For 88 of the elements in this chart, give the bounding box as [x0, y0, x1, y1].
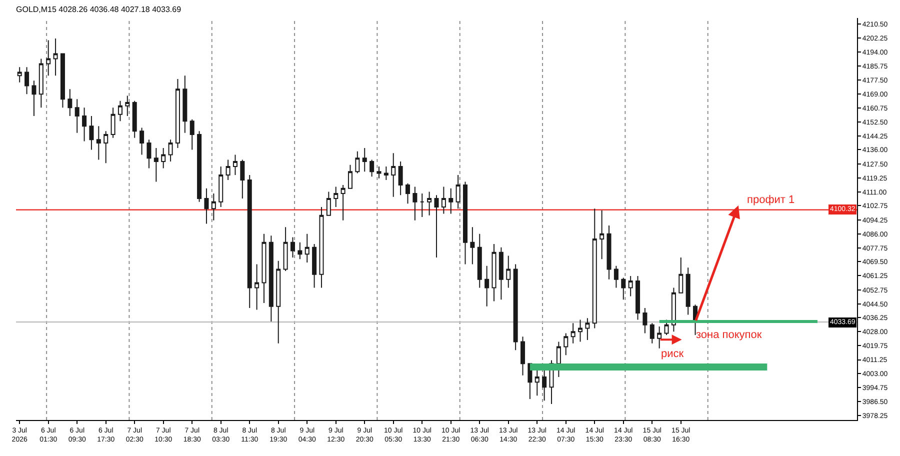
candlestick — [578, 319, 583, 342]
candlestick — [262, 233, 266, 304]
candlestick — [53, 38, 58, 76]
candlestick — [38, 58, 44, 108]
annotation: зона покупок — [696, 329, 762, 341]
candlestick — [391, 152, 396, 198]
candlestick — [161, 148, 166, 169]
candlestick — [104, 130, 108, 164]
annotation: риск — [661, 348, 684, 360]
candlestick — [362, 148, 367, 172]
candlestick — [657, 326, 662, 349]
candlestick — [556, 341, 561, 378]
candlestick — [182, 75, 188, 134]
candlestick — [570, 322, 576, 344]
candlestick — [140, 127, 144, 156]
candlestick — [326, 191, 331, 216]
candlestick — [197, 130, 202, 202]
candlestick — [420, 192, 424, 218]
candlestick — [204, 188, 209, 224]
candlestick — [232, 154, 238, 176]
candlestick — [398, 160, 403, 196]
candlestick — [290, 236, 295, 258]
candlestick — [370, 159, 374, 178]
candlestick — [412, 186, 418, 221]
candlestick — [283, 226, 288, 272]
candlestick — [448, 188, 454, 214]
candlestick — [118, 100, 122, 122]
candlestick — [534, 368, 540, 396]
candlestick — [60, 53, 65, 108]
candlestick — [298, 242, 302, 260]
candlestick — [74, 98, 80, 134]
candlestick — [132, 100, 137, 138]
candlestick — [477, 233, 482, 288]
candlestick — [355, 150, 360, 174]
candlestick — [175, 78, 180, 149]
candlestick — [470, 226, 475, 265]
annotation: профит 1 — [747, 194, 795, 206]
candlestick — [606, 224, 612, 280]
candlestick — [89, 116, 94, 150]
candlestick — [492, 244, 496, 302]
candlestick — [427, 191, 432, 216]
chart-title: GOLD,M15 4028.26 4036.48 4027.18 4033.69 — [16, 4, 182, 14]
candlestick — [276, 260, 281, 344]
candlestick — [312, 244, 317, 288]
candlestick — [24, 66, 30, 95]
candlestick — [650, 322, 654, 344]
candlestick — [319, 206, 324, 288]
candlestick — [384, 166, 388, 181]
candlestick — [484, 265, 490, 307]
candlestick — [146, 139, 152, 169]
candlestick — [168, 139, 173, 162]
candlestick — [32, 80, 36, 117]
candlestick — [190, 118, 194, 150]
candlestick — [17, 66, 22, 83]
candlestick — [506, 255, 511, 288]
candlestick — [268, 235, 274, 322]
candlestick — [218, 166, 224, 208]
candlestick — [154, 148, 158, 182]
candlestick — [614, 265, 618, 288]
candlestick — [498, 246, 504, 300]
candlestick — [686, 267, 690, 316]
candlestick — [671, 287, 676, 332]
candlestick — [513, 264, 518, 351]
candlestick — [304, 233, 310, 264]
candlestick — [564, 332, 568, 356]
candlestick — [68, 88, 72, 117]
candlestick — [96, 126, 101, 160]
candlestick — [82, 107, 87, 142]
candlestick — [348, 164, 352, 189]
candlestick — [340, 184, 346, 221]
candlestick — [642, 308, 648, 334]
candlestick — [628, 276, 633, 297]
candlestick — [636, 276, 640, 320]
candlestick — [247, 174, 252, 309]
candlestick — [585, 318, 590, 340]
candlestick — [405, 182, 410, 204]
candlestick — [520, 336, 526, 376]
candlestick — [462, 181, 468, 265]
candlestick — [441, 186, 446, 214]
candlestick — [240, 159, 245, 200]
candlestick — [334, 186, 338, 208]
candlestick — [226, 159, 230, 181]
candlestick — [434, 194, 439, 258]
candlestick — [254, 264, 260, 310]
candlestick — [592, 208, 597, 329]
candlestick — [110, 107, 116, 138]
candlestick — [678, 256, 684, 294]
candlestick — [600, 210, 604, 260]
